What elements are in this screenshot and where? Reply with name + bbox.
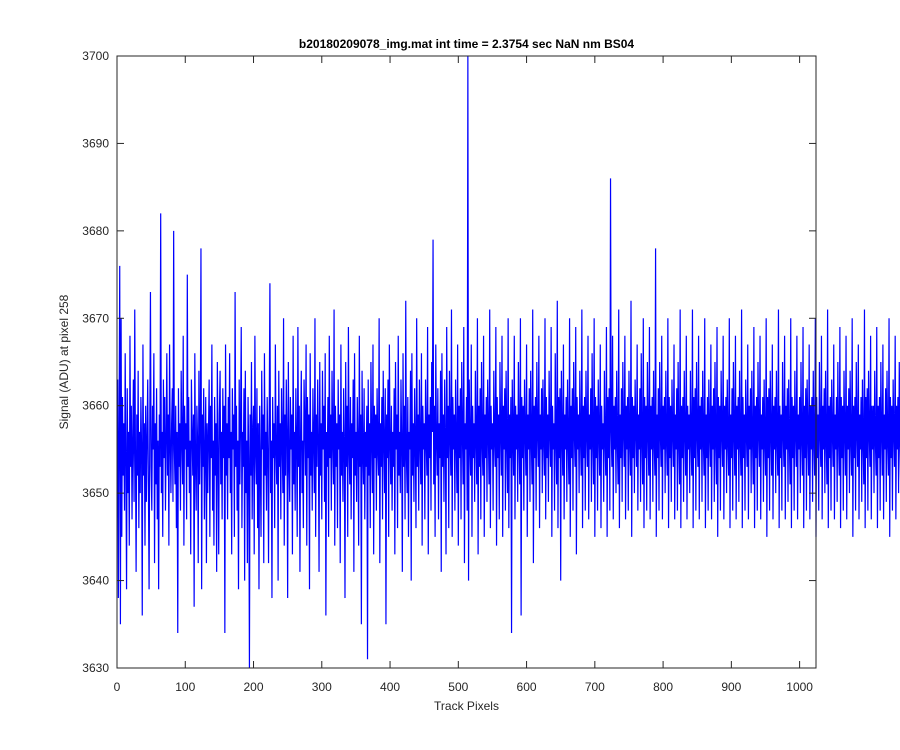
plot-area bbox=[117, 56, 816, 668]
x-tick-label: 800 bbox=[653, 680, 673, 694]
x-tick-label: 900 bbox=[721, 680, 741, 694]
x-tick-label: 100 bbox=[175, 680, 195, 694]
y-tick-label: 3650 bbox=[82, 486, 109, 500]
x-axis-ticks: 0 100 200 300 400 500 600 700 800 900 1000 bbox=[114, 56, 813, 694]
x-tick-label: 500 bbox=[448, 680, 468, 694]
series-layer bbox=[117, 55, 900, 669]
chart-title: b20180209078_img.mat int time = 2.3754 s… bbox=[299, 37, 635, 51]
x-tick-label: 600 bbox=[517, 680, 537, 694]
y-tick-label: 3640 bbox=[82, 574, 109, 588]
y-tick-label: 3670 bbox=[82, 311, 109, 325]
y-axis-ticks: 3630 3640 3650 3660 3670 3680 3690 3700 bbox=[82, 49, 816, 675]
x-tick-label: 300 bbox=[312, 680, 332, 694]
y-tick-label: 3690 bbox=[82, 136, 109, 150]
x-tick-label: 700 bbox=[585, 680, 605, 694]
y-tick-label: 3660 bbox=[82, 399, 109, 413]
y-tick-label: 3700 bbox=[82, 49, 109, 63]
x-tick-label: 200 bbox=[244, 680, 264, 694]
x-tick-label: 0 bbox=[114, 680, 121, 694]
axes-box bbox=[116, 55, 817, 669]
y-tick-label: 3630 bbox=[82, 661, 109, 675]
y-tick-label: 3680 bbox=[82, 224, 109, 238]
x-tick-label: 1000 bbox=[786, 680, 813, 694]
series-line-1 bbox=[117, 55, 900, 669]
x-axis-label: Track Pixels bbox=[434, 699, 499, 713]
x-tick-label: 400 bbox=[380, 680, 400, 694]
y-axis-label: Signal (ADU) at pixel 258 bbox=[57, 294, 71, 429]
